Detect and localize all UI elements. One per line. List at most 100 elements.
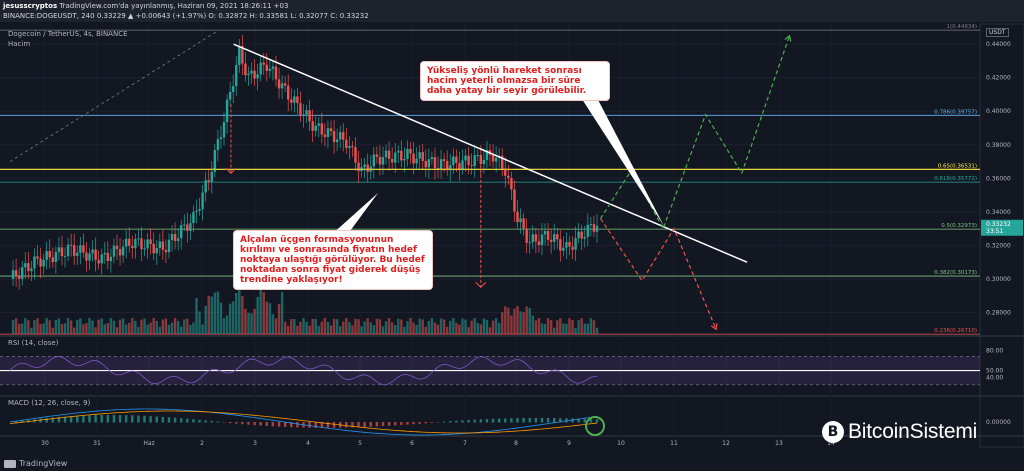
- candle-body: [66, 244, 70, 256]
- volume-bar: [583, 323, 586, 334]
- x-tick-label: 6: [410, 440, 414, 447]
- symbol-legend[interactable]: Dogecoin / TetherUS, 4s, BINANCE: [8, 30, 128, 38]
- fib-level-label: 0.382(0.30173): [934, 270, 977, 276]
- macd-histogram-bar: [51, 417, 55, 423]
- volume-bar: [513, 308, 516, 334]
- candle-body: [265, 64, 269, 71]
- volume-bar: [149, 322, 152, 334]
- volume-bar: [85, 323, 88, 334]
- candle-body: [418, 152, 421, 159]
- volume-bar: [458, 324, 461, 334]
- x-tick-label: 12: [722, 440, 730, 447]
- candle-body: [458, 162, 461, 170]
- candle-body: [314, 125, 317, 131]
- macd-histogram-bar: [485, 419, 489, 423]
- candle-body: [442, 159, 446, 161]
- candle-body: [164, 249, 168, 253]
- volume-bar: [45, 318, 48, 334]
- macd-histogram-bar: [308, 422, 311, 428]
- candle-body: [170, 234, 174, 240]
- volume-bar: [439, 318, 443, 334]
- candle-body: [231, 86, 235, 92]
- header-bar: jesusscryptos TradingView.com'da yayınla…: [0, 0, 1024, 22]
- candle-body: [482, 159, 486, 165]
- macd-histogram-bar: [63, 416, 67, 423]
- candle-body: [580, 231, 583, 239]
- candle-body: [338, 132, 342, 140]
- candle-body: [128, 238, 131, 246]
- macd-histogram-bar: [363, 422, 366, 427]
- macd-histogram-bar: [332, 422, 336, 428]
- candle-body: [216, 139, 220, 151]
- currency-badge[interactable]: USDT: [986, 28, 1009, 37]
- candle-body: [470, 164, 473, 167]
- candle-body: [467, 155, 470, 165]
- candle-body: [57, 247, 61, 252]
- volume-bar: [207, 295, 210, 334]
- volume-legend[interactable]: Hacim: [8, 40, 31, 48]
- target-arrow: [225, 167, 237, 174]
- candle-body: [94, 249, 97, 260]
- volume-bar: [400, 319, 403, 334]
- macd-histogram-bar: [76, 415, 79, 423]
- macd-histogram-bar: [345, 422, 348, 428]
- projection-down-path-arrow: [710, 323, 718, 331]
- volume-bar: [54, 319, 58, 334]
- macd-histogram-bar: [449, 421, 452, 423]
- macd-histogram-bar: [424, 422, 427, 424]
- volume-bar: [283, 321, 287, 334]
- publish-date: TradingView.com'da yayınlanmış, Haziran …: [57, 2, 289, 10]
- rsi-line: [9, 356, 598, 386]
- volume-bar: [442, 319, 446, 334]
- volume-bar: [82, 324, 85, 334]
- candle-body: [342, 132, 345, 140]
- volume-bar: [586, 323, 590, 334]
- last-price-label: 0.33232: [986, 221, 1011, 228]
- candle-body: [452, 156, 455, 166]
- macd-histogram-bar: [106, 414, 110, 423]
- volume-bar: [244, 308, 247, 334]
- macd-histogram-bar: [235, 422, 238, 424]
- candle-body: [571, 246, 574, 250]
- volume-bar: [235, 293, 238, 334]
- volume-bar: [522, 312, 525, 334]
- tradingview-icon: [4, 459, 16, 468]
- candle-body: [158, 241, 162, 248]
- volume-bar: [491, 320, 495, 334]
- x-tick-label: 10: [617, 440, 625, 447]
- volume-bar: [507, 307, 510, 334]
- author-name[interactable]: jesusscryptos: [3, 2, 58, 10]
- candle-body: [106, 252, 110, 262]
- rsi-legend[interactable]: RSI (14, close): [8, 339, 59, 347]
- candle-body: [195, 210, 198, 212]
- candle-body: [427, 159, 431, 168]
- candle-body: [583, 237, 586, 239]
- volume-bar: [390, 322, 394, 334]
- volume-bar: [589, 318, 593, 334]
- volume-bar: [479, 324, 483, 334]
- volume-bar: [134, 320, 137, 334]
- candle-body: [409, 148, 412, 154]
- volume-bar: [97, 319, 100, 334]
- macd-histogram-bar: [357, 422, 360, 428]
- volume-bar: [497, 323, 501, 334]
- volume-bar: [540, 323, 544, 334]
- macd-histogram-bar: [387, 422, 391, 426]
- macd-legend[interactable]: MACD (12, 26, close, 9): [8, 399, 91, 407]
- signal-line: [9, 410, 598, 434]
- macd-histogram-bar: [210, 420, 213, 423]
- candle-body: [11, 270, 15, 279]
- bitcoin-icon: B: [822, 421, 844, 443]
- volume-bar: [445, 326, 449, 334]
- tradingview-logo[interactable]: TradingView: [4, 459, 67, 468]
- candle-body: [501, 155, 504, 169]
- candle-body: [85, 252, 88, 261]
- volume-bar: [241, 295, 244, 334]
- volume-bar: [418, 318, 421, 334]
- macd-histogram-bar: [180, 418, 183, 423]
- candle-body: [247, 73, 250, 76]
- volume-bar: [595, 327, 599, 334]
- macd-histogram-bar: [412, 422, 415, 425]
- volume-bar: [213, 292, 217, 334]
